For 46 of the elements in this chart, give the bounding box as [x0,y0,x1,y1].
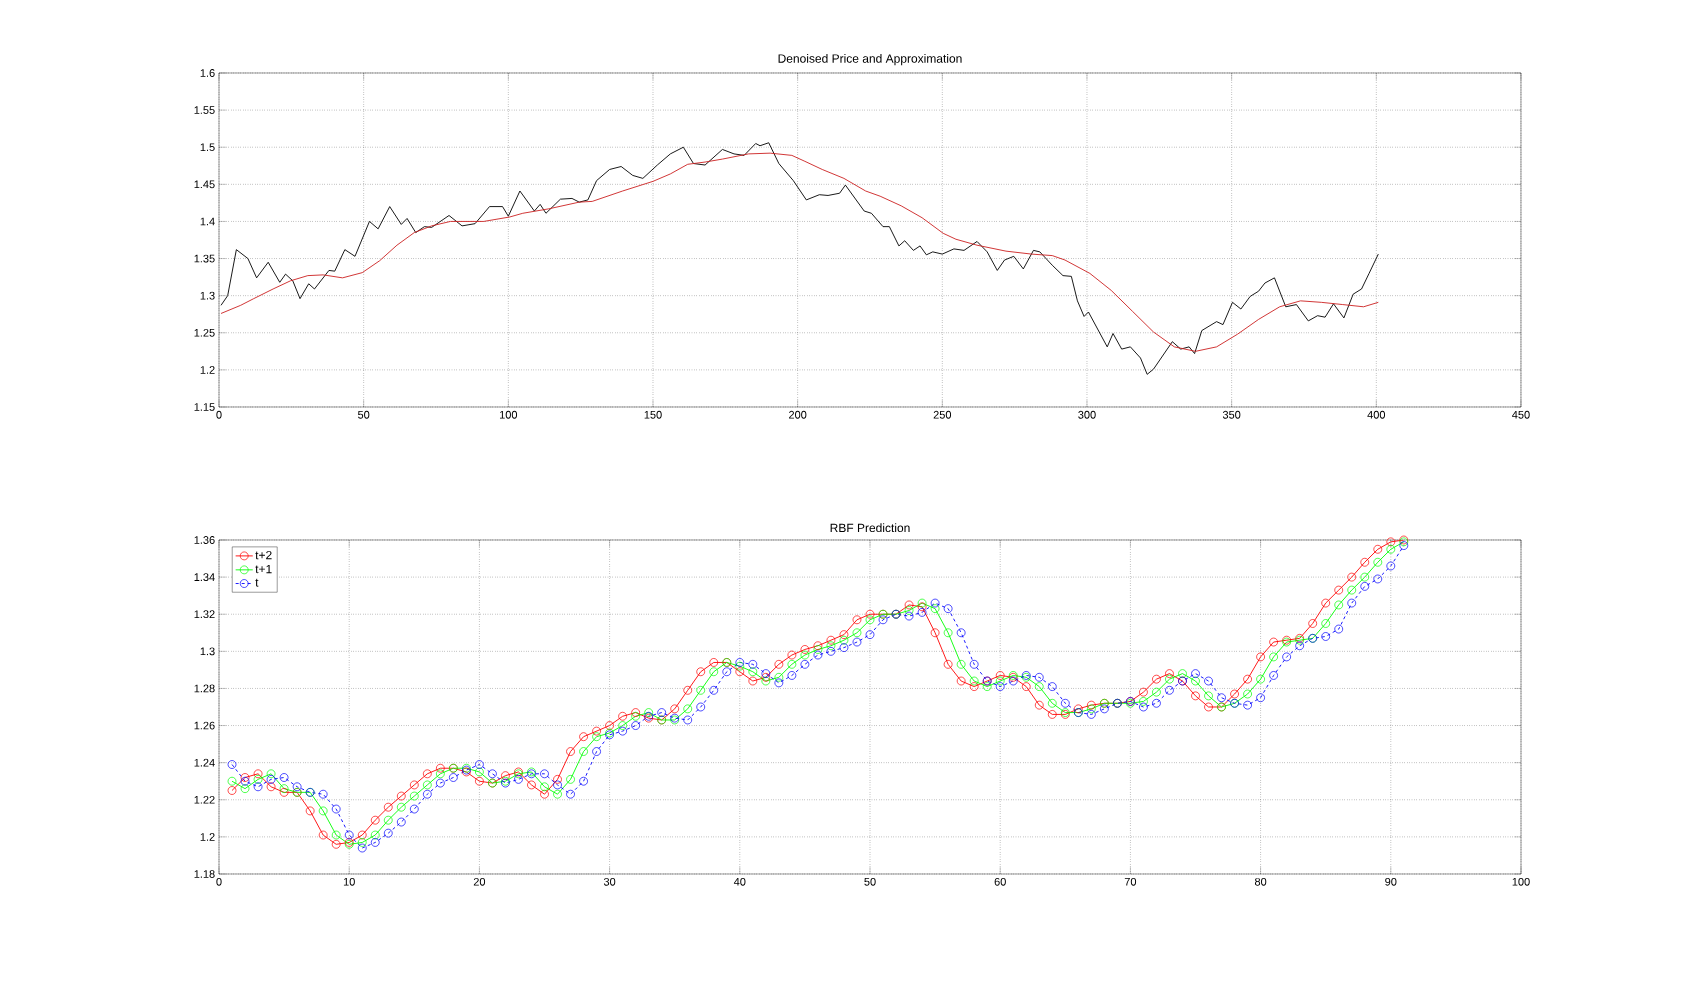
x-tick-label: 30 [603,877,616,886]
legend-label: t+1 [255,564,272,574]
x-tick-label: 400 [1367,410,1386,419]
x-tick-label: 150 [644,410,662,419]
y-tick-label: 1.55 [194,106,215,114]
x-tick-label: 450 [1512,410,1530,419]
x-tick-label: 200 [789,410,807,419]
y-tick-label: 1.2 [200,833,215,841]
y-tick-label: 1.24 [194,758,215,767]
y-tick-label: 1.26 [194,721,215,730]
y-tick-label: 1.32 [194,610,215,619]
x-tick-label: 0 [216,877,222,886]
y-tick-label: 1.22 [194,795,215,804]
x-tick-label: 50 [357,410,370,419]
x-tick-label: 250 [933,410,952,419]
legend-label: t+2 [255,550,272,560]
x-tick-label: 50 [864,877,876,886]
x-tick-label: 350 [1222,410,1241,419]
y-tick-label: 1.34 [194,573,215,581]
x-tick-label: 90 [1385,877,1397,886]
x-tick-label: 20 [473,877,486,886]
y-tick-label: 1.3 [200,647,215,656]
y-tick-label: 1.5 [200,143,215,152]
x-tick-label: 100 [499,410,518,419]
y-tick-label: 1.6 [200,69,215,77]
y-tick-label: 1.3 [200,291,215,300]
x-tick-label: 70 [1124,877,1137,886]
y-tick-label: 1.15 [194,403,215,411]
y-tick-label: 1.18 [194,870,215,878]
y-tick-label: 1.45 [194,180,215,189]
x-tick-label: 0 [216,410,222,419]
chart-title: Denoised Price and Approximation [778,53,962,66]
x-tick-label: 40 [733,877,746,886]
x-tick-label: 80 [1254,877,1267,886]
x-tick-label: 10 [343,877,355,886]
y-tick-label: 1.2 [200,366,215,374]
x-tick-label: 100 [1512,877,1530,886]
y-tick-label: 1.28 [194,684,215,693]
y-tick-label: 1.4 [200,217,215,226]
legend-label: t [255,578,259,587]
y-tick-label: 1.36 [194,536,215,544]
x-tick-label: 300 [1078,410,1096,419]
y-tick-label: 1.25 [194,328,215,337]
chart-title: RBF Prediction [830,523,910,533]
y-tick-label: 1.35 [194,254,215,263]
x-tick-label: 60 [994,877,1006,886]
